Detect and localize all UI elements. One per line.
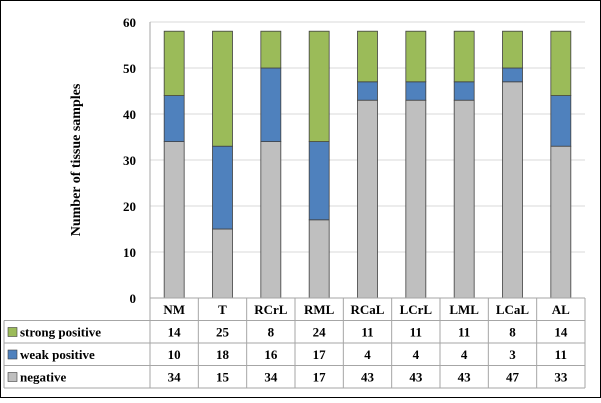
bar-segment-weak-positive	[502, 67, 523, 83]
bar-segment-strong-positive	[308, 30, 330, 143]
data-label: 15	[216, 370, 230, 385]
bar-segment-weak-positive	[357, 81, 378, 101]
data-label: 34	[168, 370, 182, 385]
data-label: 10	[168, 347, 181, 362]
bar-segment-weak-positive	[308, 141, 330, 221]
bar-segment-negative	[405, 99, 427, 299]
bar-segment-negative	[163, 141, 185, 299]
y-tick-label: 50	[123, 61, 136, 76]
bar-segment-negative	[212, 228, 233, 299]
y-tick-label: 40	[123, 107, 136, 122]
legend-label: negative	[20, 370, 66, 385]
bar-segment-weak-positive	[550, 95, 572, 147]
category-label: LML	[449, 302, 479, 317]
y-axis: 0 10 20 30 40 50 60	[123, 15, 151, 306]
y-tick-label: 20	[123, 199, 136, 214]
data-label: 4	[364, 347, 371, 362]
category-label: NM	[163, 302, 185, 317]
data-label: 34	[264, 370, 278, 385]
bar-segment-negative	[308, 219, 330, 299]
data-label: 3	[509, 347, 516, 362]
legend-label: strong positive	[20, 325, 101, 340]
legend-key-negative	[7, 372, 18, 382]
bar-segment-weak-positive	[212, 145, 233, 230]
bars	[163, 30, 572, 299]
data-label: 11	[410, 325, 422, 340]
data-label: 4	[413, 347, 420, 362]
data-label: 25	[216, 325, 230, 340]
category-label: AL	[552, 302, 570, 317]
data-label: 8	[268, 325, 275, 340]
bar-segment-strong-positive	[212, 30, 233, 147]
data-label: 43	[458, 370, 472, 385]
bar-segment-weak-positive	[405, 81, 427, 101]
category-label: T	[218, 302, 227, 317]
y-tick-label: 60	[123, 15, 136, 30]
data-table: NM T RCrL RML RCaL LCrL LML LCaL AL strong positi…	[3, 297, 586, 389]
y-tick-label: 10	[123, 245, 136, 260]
data-label: 47	[506, 370, 520, 385]
data-label: 14	[168, 325, 182, 340]
data-label: 11	[555, 347, 567, 362]
bar-segment-strong-positive	[453, 30, 475, 83]
legend-key-weak-positive	[7, 349, 18, 360]
bar-segment-negative	[260, 141, 282, 299]
data-label: 24	[313, 325, 327, 340]
bar-segment-strong-positive	[163, 30, 185, 97]
data-label: 4	[461, 347, 468, 362]
bar-segment-strong-positive	[502, 30, 523, 69]
legend-label: weak positive	[20, 347, 95, 362]
bar-segment-strong-positive	[405, 30, 427, 83]
bar-segment-strong-positive	[357, 30, 378, 83]
data-label: 8	[509, 325, 516, 340]
bar-segment-strong-positive	[550, 30, 572, 97]
bar-segment-negative	[357, 99, 378, 299]
data-label: 11	[458, 325, 470, 340]
category-label: LCrL	[400, 302, 433, 317]
data-label: 16	[264, 347, 278, 362]
data-label: 14	[554, 325, 568, 340]
data-label: 17	[313, 370, 327, 385]
data-label: 18	[216, 347, 230, 362]
data-label: 43	[409, 370, 423, 385]
y-axis-label: Number of tissue samples	[69, 83, 84, 236]
bar-segment-weak-positive	[163, 95, 185, 142]
bar-segment-negative	[502, 81, 523, 299]
bar-segment-negative	[550, 145, 572, 299]
data-label: 17	[313, 347, 327, 362]
category-label: LCaL	[496, 302, 530, 317]
y-tick-label: 0	[130, 291, 137, 306]
legend-key-strong-positive	[7, 327, 18, 337]
data-label: 43	[361, 370, 375, 385]
category-label: RCrL	[254, 302, 288, 317]
bar-segment-negative	[453, 99, 475, 299]
bar-segment-weak-positive	[260, 67, 282, 142]
category-label: RML	[304, 302, 335, 317]
y-tick-label: 30	[123, 153, 136, 168]
bar-segment-strong-positive	[260, 30, 282, 69]
category-label: RCaL	[351, 302, 385, 317]
data-label: 33	[554, 370, 568, 385]
bar-segment-weak-positive	[453, 81, 475, 101]
data-label: 11	[361, 325, 373, 340]
